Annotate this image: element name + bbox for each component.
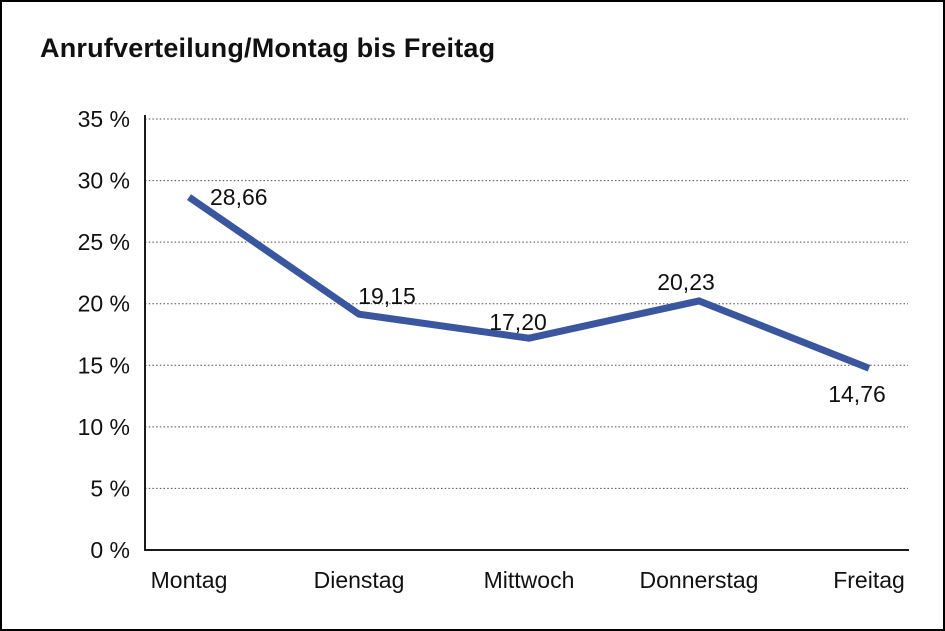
chart-title: Anrufverteilung/Montag bis Freitag	[40, 33, 496, 63]
data-point-label: 14,76	[828, 381, 886, 407]
y-axis-tick-label: 15 %	[78, 352, 130, 378]
data-point-label: 28,66	[210, 184, 268, 210]
y-axis-tick-label: 10 %	[78, 414, 130, 440]
y-axis-tick-label: 25 %	[78, 229, 130, 255]
x-axis-category-label: Donnerstag	[640, 567, 759, 593]
y-axis-tick-label: 20 %	[78, 291, 130, 317]
data-point-label: 19,15	[358, 283, 416, 309]
y-axis-tick-label: 30 %	[78, 168, 130, 194]
y-axis-tick-label: 35 %	[78, 106, 130, 132]
x-axis-category-label: Dienstag	[314, 567, 405, 593]
y-axis-tick-label: 5 %	[90, 475, 130, 501]
x-axis-category-label: Montag	[151, 567, 228, 593]
data-series-line	[187, 194, 871, 372]
x-axis-category-label: Freitag	[833, 567, 905, 593]
x-axis-category-label: Mittwoch	[484, 567, 575, 593]
y-axis-tick-label: 0 %	[90, 537, 130, 563]
data-point-label: 17,20	[489, 309, 547, 335]
data-point-label: 20,23	[657, 269, 715, 295]
